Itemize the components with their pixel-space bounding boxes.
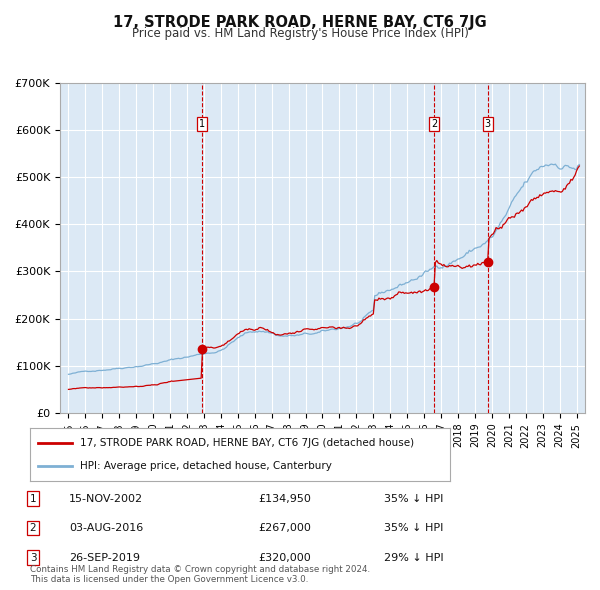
Text: 2: 2 [29,523,37,533]
Text: 26-SEP-2019: 26-SEP-2019 [69,553,140,562]
Text: 17, STRODE PARK ROAD, HERNE BAY, CT6 7JG (detached house): 17, STRODE PARK ROAD, HERNE BAY, CT6 7JG… [80,438,415,448]
Text: 3: 3 [29,553,37,562]
Text: £134,950: £134,950 [258,494,311,503]
Text: Contains HM Land Registry data © Crown copyright and database right 2024.
This d: Contains HM Land Registry data © Crown c… [30,565,370,584]
Text: Price paid vs. HM Land Registry's House Price Index (HPI): Price paid vs. HM Land Registry's House … [131,27,469,40]
Text: 17, STRODE PARK ROAD, HERNE BAY, CT6 7JG: 17, STRODE PARK ROAD, HERNE BAY, CT6 7JG [113,15,487,30]
Text: HPI: Average price, detached house, Canterbury: HPI: Average price, detached house, Cant… [80,461,332,471]
Text: 03-AUG-2016: 03-AUG-2016 [69,523,143,533]
Text: £320,000: £320,000 [258,553,311,562]
Text: 1: 1 [29,494,37,503]
Text: 1: 1 [199,119,205,129]
Text: 2: 2 [431,119,437,129]
Text: 15-NOV-2002: 15-NOV-2002 [69,494,143,503]
Text: 29% ↓ HPI: 29% ↓ HPI [384,553,443,562]
Text: £267,000: £267,000 [258,523,311,533]
Text: 35% ↓ HPI: 35% ↓ HPI [384,523,443,533]
Text: 35% ↓ HPI: 35% ↓ HPI [384,494,443,503]
Text: 3: 3 [485,119,491,129]
